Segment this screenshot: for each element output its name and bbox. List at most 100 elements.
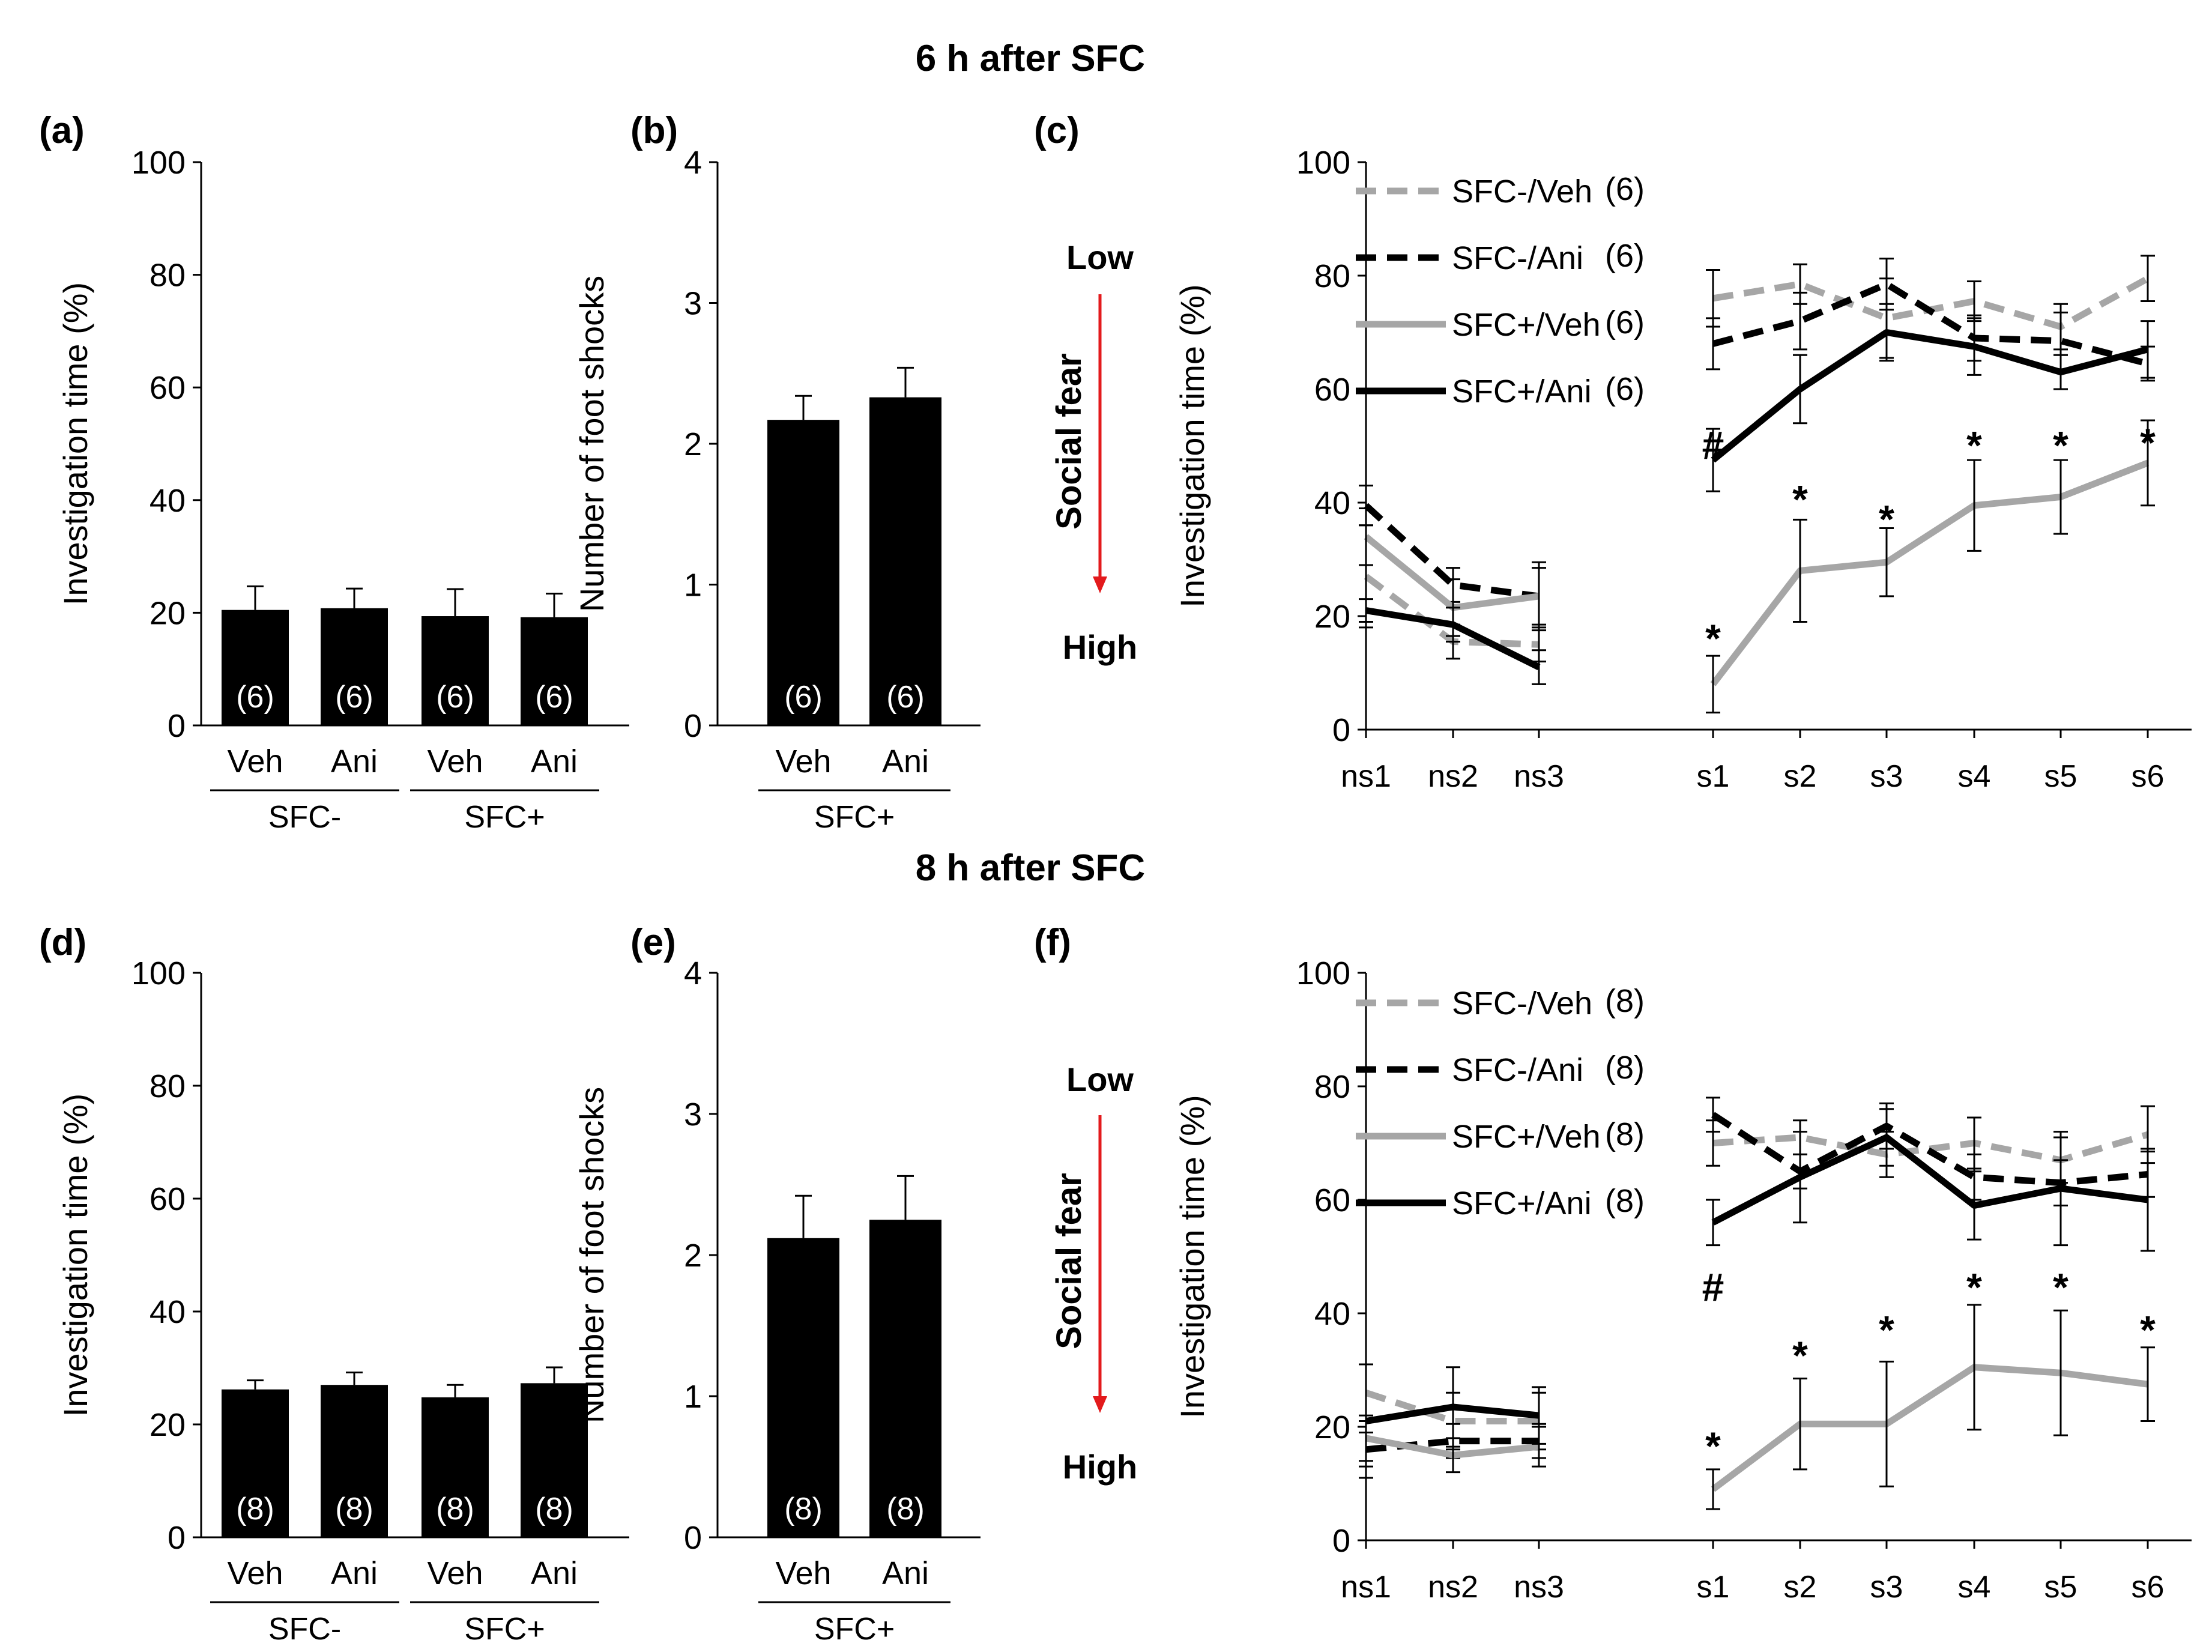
y-tick-label: 60 <box>1314 372 1350 408</box>
legend-n: (8) <box>1605 1116 1645 1152</box>
social-fear-arrow-head <box>1093 1396 1107 1413</box>
x-tick-label: Veh <box>775 743 831 779</box>
x-tick-label: Ani <box>531 1555 578 1591</box>
panel-e-chart: 0 1 2 3 4 Number of foot shocks (8) Veh (8) Ani SF… <box>573 955 981 1647</box>
series-line <box>1712 275 2150 330</box>
series-line <box>1711 1364 2148 1492</box>
n-label: (6) <box>535 680 573 715</box>
y-tick-label: 0 <box>684 708 702 744</box>
x-tick-label: s6 <box>2132 759 2165 794</box>
y-tick-label: 1 <box>684 567 702 604</box>
x-tick-label: Veh <box>427 743 483 779</box>
y-tick-label: 80 <box>1314 258 1350 294</box>
n-label: (6) <box>335 680 373 715</box>
bar <box>521 617 588 725</box>
panel-label-b: (b) <box>630 110 678 151</box>
significance-marker: * <box>2140 420 2156 465</box>
y-tick-label: 0 <box>684 1520 702 1556</box>
y-tick-label: 3 <box>684 286 702 322</box>
legend-label: SFC-/Veh <box>1452 174 1592 210</box>
x-tick-label: s3 <box>1870 1570 1903 1605</box>
legend-n: (6) <box>1605 371 1645 407</box>
group-label: SFC+ <box>814 1612 895 1647</box>
n-label: (6) <box>886 680 925 715</box>
x-tick-label: Ani <box>882 1555 929 1591</box>
panel-d-chart: 0 20 40 60 80 100 Investigation time (%) (8) Veh… <box>56 955 629 1647</box>
legend-n: (8) <box>1605 1050 1645 1086</box>
y-tick-label: 60 <box>1314 1182 1350 1218</box>
legend-n: (6) <box>1605 304 1645 340</box>
legend-label: SFC+/Veh <box>1452 307 1601 343</box>
series-line <box>1711 1134 2148 1226</box>
social-fear-arrow-head <box>1093 576 1107 593</box>
panel-label-f: (f) <box>1034 922 1071 963</box>
series-line <box>1711 329 2149 463</box>
x-tick-label: s1 <box>1697 1570 1730 1605</box>
group-label: SFC+ <box>814 800 895 835</box>
social-fear-high: High <box>1063 1448 1137 1486</box>
y-tick-label: 0 <box>1332 1523 1350 1559</box>
row-title-6h: 6 h after SFC <box>916 38 1145 79</box>
panel-label-a: (a) <box>39 110 85 151</box>
y-tick-label: 40 <box>150 1294 186 1330</box>
series-line <box>1364 503 1540 600</box>
x-tick-label: Veh <box>227 1555 283 1591</box>
bar <box>521 1383 588 1537</box>
x-tick-label: s2 <box>1784 759 1817 794</box>
legend-n: (8) <box>1605 983 1645 1019</box>
panel-label-c: (c) <box>1034 110 1080 151</box>
x-tick-label: s3 <box>1870 759 1903 794</box>
significance-marker: * <box>1705 616 1721 661</box>
y-axis-title: Investigation time (%) <box>56 1094 94 1417</box>
legend-label: SFC-/Veh <box>1452 985 1592 1021</box>
significance-marker: * <box>1705 1424 1721 1468</box>
x-tick-label: s2 <box>1784 1570 1817 1605</box>
legend-label: SFC+/Ani <box>1452 1185 1592 1221</box>
y-tick-label: 20 <box>1314 1409 1350 1445</box>
significance-marker: * <box>1879 497 1894 541</box>
y-axis-title: Number of foot shocks <box>573 276 611 612</box>
bar <box>422 616 489 725</box>
n-label: (8) <box>335 1492 373 1526</box>
panel-label-e: (e) <box>630 922 676 963</box>
legend-label: SFC+/Veh <box>1452 1119 1601 1155</box>
y-tick-label: 40 <box>150 483 186 519</box>
x-tick-label: Ani <box>882 743 929 779</box>
y-tick-label: 0 <box>168 708 186 744</box>
x-tick-label: Veh <box>775 1555 831 1591</box>
significance-marker: * <box>1792 477 1808 521</box>
significance-marker: * <box>1792 1333 1808 1378</box>
significance-marker: # <box>1702 1265 1724 1309</box>
y-tick-label: 0 <box>1332 712 1350 748</box>
y-tick-label: 60 <box>150 370 186 406</box>
bar <box>222 1389 289 1537</box>
x-tick-label: ns3 <box>1514 1570 1564 1605</box>
y-tick-label: 20 <box>1314 599 1350 635</box>
y-tick-label: 100 <box>1296 145 1350 181</box>
y-tick-label: 20 <box>150 595 186 631</box>
n-label: (8) <box>535 1492 573 1526</box>
y-tick-label: 2 <box>684 1238 702 1274</box>
bar <box>869 1220 941 1537</box>
y-tick-label: 80 <box>150 1068 186 1104</box>
y-tick-label: 80 <box>150 258 186 294</box>
bar <box>767 1238 839 1537</box>
x-tick-label: s5 <box>2044 759 2078 794</box>
panel-a-chart: 0 20 40 60 80 100 Investigation time (%) (6) Veh… <box>56 145 629 835</box>
bar <box>869 397 941 725</box>
row-title-8h: 8 h after SFC <box>916 847 1145 889</box>
significance-marker: * <box>1879 1307 1894 1352</box>
bar <box>422 1397 489 1537</box>
y-axis-title: Investigation time (%) <box>1173 1095 1211 1418</box>
x-tick-label: s4 <box>1958 1570 1991 1605</box>
x-tick-label: Veh <box>427 1555 483 1591</box>
x-tick-label: ns3 <box>1514 759 1564 794</box>
series-line <box>1365 1438 1539 1453</box>
group-label: SFC+ <box>464 1612 545 1647</box>
legend-label: SFC-/Ani <box>1452 240 1583 276</box>
significance-marker: * <box>1966 1265 1982 1309</box>
y-tick-label: 4 <box>684 955 702 991</box>
y-tick-label: 80 <box>1314 1069 1350 1105</box>
x-tick-label: ns2 <box>1428 1570 1478 1605</box>
series-line <box>1712 280 2149 367</box>
